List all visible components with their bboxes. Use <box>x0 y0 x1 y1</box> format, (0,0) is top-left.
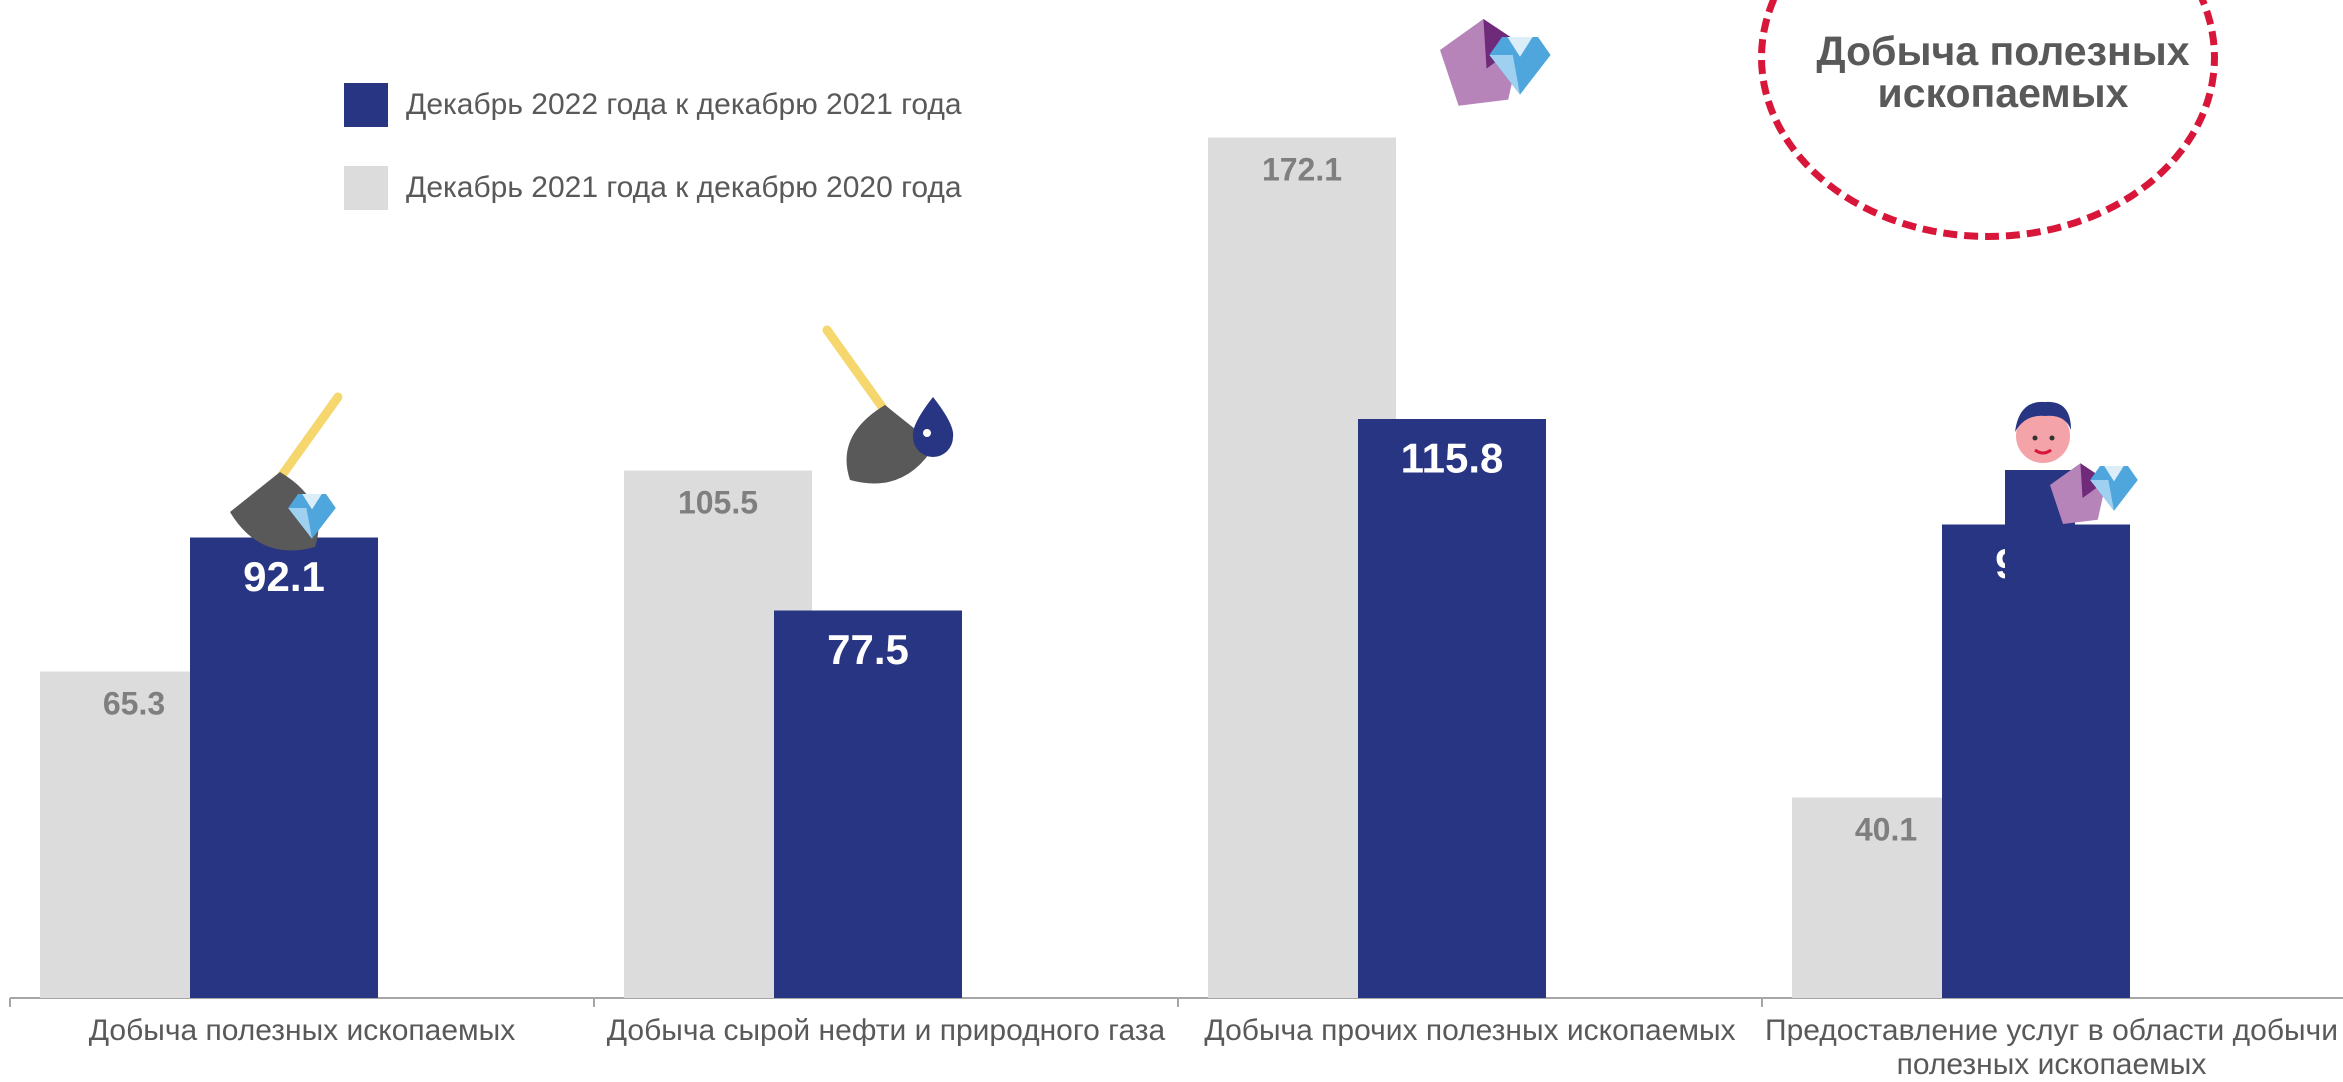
bar-2022-4 <box>1942 524 2130 998</box>
category-label-2: Добыча сырой нефти и природного газа <box>606 1014 1166 1047</box>
legend-item-2021: Декабрь 2021 года к декабрю 2020 года <box>344 166 962 210</box>
legend-swatch-2022 <box>344 83 388 127</box>
bar-2022-3 <box>1358 419 1546 998</box>
value-label-2021-3: 172.1 <box>1262 152 1342 188</box>
worker-gems-icon <box>2005 401 2138 580</box>
shovel-oil-drop-icon <box>822 325 954 484</box>
title-badge: Добыча полезных ископаемых <box>1758 30 2248 114</box>
value-label-2021-1: 65.3 <box>103 686 165 722</box>
category-label-4: Предоставление услуг в области добычи по… <box>1765 1014 2338 1081</box>
bar-2022-1 <box>190 537 378 998</box>
bar-2022-2 <box>774 610 962 998</box>
value-label-2021-2: 105.5 <box>678 485 758 521</box>
legend-label-2021: Декабрь 2021 года к декабрю 2020 года <box>406 171 962 204</box>
gems-icon <box>1440 19 1551 106</box>
legend-swatch-2021 <box>344 166 388 210</box>
value-label-2022-2: 77.5 <box>827 626 909 673</box>
title-badge-line2: ископаемых <box>1877 70 2129 116</box>
title-badge-line1: Добыча полезных <box>1816 28 2190 74</box>
category-label-1: Добыча полезных ископаемых <box>88 1014 516 1047</box>
legend-label-2022: Декабрь 2022 года к декабрю 2021 года <box>406 88 962 121</box>
legend-item-2022: Декабрь 2022 года к декабрю 2021 года <box>344 83 962 127</box>
value-label-2021-4: 40.1 <box>1855 812 1917 848</box>
value-label-2022-1: 92.1 <box>243 553 325 600</box>
shovel-diamond-icon <box>230 392 343 551</box>
value-label-2022-3: 115.8 <box>1401 435 1504 482</box>
category-label-3: Добыча прочих полезных ископаемых <box>1204 1014 1736 1047</box>
